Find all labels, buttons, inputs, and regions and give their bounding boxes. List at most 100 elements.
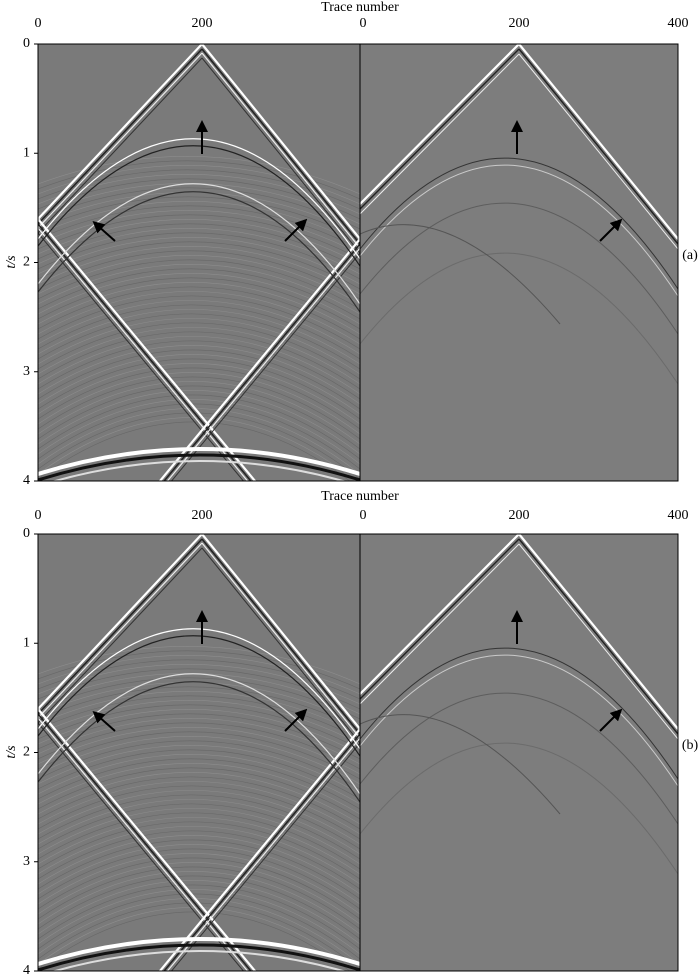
y-tick-label: 2 xyxy=(23,745,30,760)
reflection xyxy=(38,145,360,267)
noise xyxy=(38,322,360,380)
noise xyxy=(38,363,360,425)
direct-wave xyxy=(38,218,256,481)
noise xyxy=(38,799,360,855)
noise xyxy=(38,884,360,950)
panel-label: (b) xyxy=(682,738,699,753)
noise xyxy=(38,650,360,690)
noise xyxy=(38,228,360,275)
reflection xyxy=(360,202,678,335)
x-tick-label: 0 xyxy=(35,16,42,31)
noise xyxy=(38,817,360,875)
noise xyxy=(38,830,360,890)
noise xyxy=(38,291,360,345)
direct-wave xyxy=(360,538,520,700)
direct-wave xyxy=(360,543,520,705)
y-tick-label: 3 xyxy=(23,854,30,869)
x-tick-label: 0 xyxy=(360,16,367,31)
x-tick-label: 200 xyxy=(509,16,530,31)
reflection xyxy=(38,943,360,971)
noise xyxy=(38,246,360,295)
direct-wave xyxy=(518,48,678,245)
direct-wave xyxy=(201,44,360,240)
noise xyxy=(38,727,360,775)
noise xyxy=(38,214,360,260)
noise xyxy=(38,174,360,215)
noise xyxy=(38,349,360,410)
noise xyxy=(38,857,360,920)
reflection xyxy=(38,138,360,260)
x-tick-label: 200 xyxy=(192,16,213,31)
noise xyxy=(38,866,360,930)
direct-wave xyxy=(38,534,203,710)
noise xyxy=(38,664,360,705)
noise xyxy=(38,785,360,840)
x-tick-label: 400 xyxy=(668,508,689,523)
x-axis-label: Trace number xyxy=(321,0,399,15)
direct-wave xyxy=(159,238,360,481)
noise xyxy=(38,803,360,860)
noise xyxy=(38,767,360,820)
y-tick-label: 2 xyxy=(23,255,30,270)
x-axis-label: Trace number xyxy=(321,489,399,504)
noise xyxy=(38,853,360,915)
noise xyxy=(38,713,360,760)
noise xyxy=(38,826,360,885)
noise xyxy=(38,898,360,965)
noise xyxy=(38,156,360,195)
direct-wave xyxy=(360,53,520,215)
arrow xyxy=(284,708,308,732)
direct-wave xyxy=(201,48,360,245)
noise xyxy=(38,394,360,460)
reflection xyxy=(360,654,678,787)
direct-wave xyxy=(201,57,360,254)
noise xyxy=(38,677,360,720)
x-tick-label: 0 xyxy=(35,508,42,523)
noise xyxy=(38,268,360,320)
y-tick-label: 3 xyxy=(23,364,30,379)
frame xyxy=(37,533,679,972)
x-tick-label: 200 xyxy=(509,508,530,523)
noise xyxy=(38,273,360,325)
right-events xyxy=(360,44,678,385)
noise xyxy=(38,700,360,745)
arrow xyxy=(599,218,623,242)
reflection xyxy=(38,183,360,305)
noise xyxy=(38,848,360,910)
direct-wave xyxy=(38,708,256,971)
direct-wave xyxy=(201,547,360,744)
direct-wave xyxy=(159,728,360,971)
noise xyxy=(38,691,360,735)
direct-wave xyxy=(38,227,249,481)
arrow xyxy=(92,711,116,732)
direct-wave xyxy=(38,52,203,229)
y-tick-label: 4 xyxy=(23,963,30,978)
direct-wave xyxy=(518,538,678,735)
frame xyxy=(37,43,679,482)
noise xyxy=(38,417,357,481)
gather-left xyxy=(38,44,360,481)
noise xyxy=(38,911,351,971)
reflection xyxy=(360,157,678,290)
noise xyxy=(38,408,360,475)
noise xyxy=(38,875,360,940)
noise xyxy=(38,403,360,470)
left-events xyxy=(38,44,360,481)
reflection xyxy=(360,252,678,385)
direct-wave xyxy=(360,534,520,695)
noise xyxy=(38,318,360,375)
noise xyxy=(38,839,360,900)
noise xyxy=(38,731,360,780)
noise xyxy=(38,695,360,740)
noise xyxy=(38,286,360,340)
noise xyxy=(38,704,360,750)
noise xyxy=(38,808,360,865)
noise xyxy=(38,313,360,370)
direct-wave xyxy=(360,44,520,205)
direct-wave xyxy=(201,538,360,735)
reflection xyxy=(360,647,678,780)
noise xyxy=(38,790,360,845)
noise xyxy=(38,354,360,415)
noise xyxy=(38,381,360,445)
x-tick-label: 400 xyxy=(668,16,689,31)
